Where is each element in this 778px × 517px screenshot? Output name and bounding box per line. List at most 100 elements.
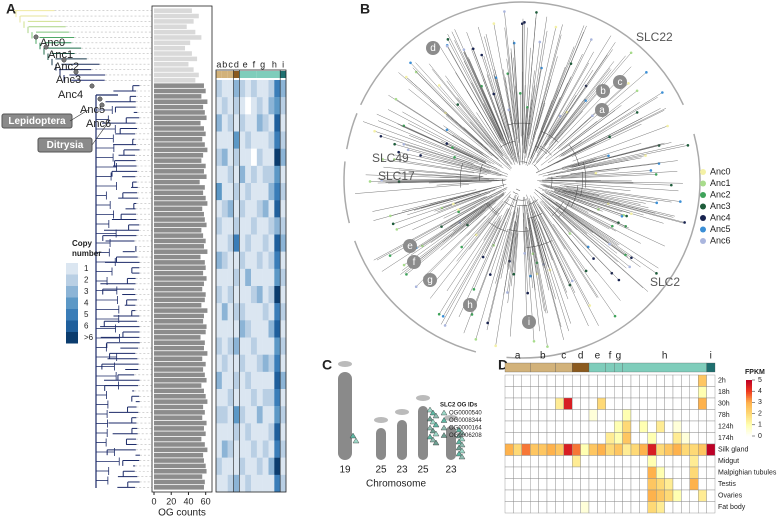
heatmap-cell [664, 443, 674, 456]
heatmap-cell [221, 200, 228, 218]
colorbar-step [746, 390, 752, 393]
heatmap-cell [605, 489, 615, 502]
heatmap-cell [274, 200, 281, 218]
colorbar-label: 3 [758, 399, 762, 406]
tree-branch [463, 49, 504, 139]
tree-branch [412, 67, 488, 145]
heatmap-cell [672, 443, 682, 456]
heatmap-cell [597, 478, 607, 491]
tip [584, 269, 588, 273]
tree-branch [483, 221, 496, 241]
tree-branch [529, 26, 557, 147]
heatmap-cell [504, 455, 514, 468]
tree-branch [571, 155, 646, 171]
heatmap-cell [245, 457, 252, 476]
heatmap-cell [280, 80, 287, 98]
tree-branch [569, 190, 675, 217]
bar [154, 372, 205, 378]
heatmap-cell [563, 374, 573, 387]
heatmap-cell [239, 97, 246, 115]
colorbar-swatch [66, 274, 78, 286]
heatmap-cell [216, 200, 223, 218]
tree-branch [372, 189, 477, 212]
heatmap-cell [563, 420, 573, 433]
tree-branch [544, 119, 561, 145]
tip [608, 242, 611, 246]
ancestor-node [61, 57, 67, 63]
heatmap-cell [614, 432, 623, 445]
gene-marker [455, 438, 463, 445]
ancestor-node [97, 96, 103, 102]
heatmap-cell [268, 131, 275, 149]
tree-branch [463, 61, 503, 141]
heatmap-cell [280, 286, 287, 304]
tree-branch [544, 204, 594, 259]
heatmap-cell [221, 371, 228, 390]
tree-branch [529, 53, 583, 165]
bar [154, 319, 204, 324]
tree-branch [508, 207, 519, 270]
heatmap-cell [239, 165, 246, 184]
heatmap-cell [262, 200, 269, 218]
tip [686, 144, 690, 147]
heatmap-cell [262, 251, 269, 270]
heatmap-cell [614, 478, 623, 491]
heatmap-cell [622, 478, 632, 491]
heatmap-cell [268, 148, 275, 167]
heatmap-cell [530, 409, 539, 422]
heatmap-cell [221, 148, 228, 167]
heatmap-cell [274, 389, 281, 407]
heatmap-cell [251, 251, 258, 270]
tree-branch [532, 203, 576, 293]
heatmap-cell [538, 397, 548, 410]
tree-branch [493, 23, 519, 159]
tip [474, 338, 478, 341]
tree-branch [559, 185, 672, 203]
highlight-label: d [430, 43, 436, 54]
heatmap-cell [605, 409, 615, 422]
heatmap-cell [274, 80, 281, 98]
tree-branch [532, 216, 556, 300]
heatmap-cell [630, 443, 640, 456]
tree-branch [441, 160, 473, 169]
heatmap-cell [656, 420, 665, 433]
tree-branch [541, 200, 620, 281]
tree-branch [575, 181, 672, 186]
heatmap-cell [639, 432, 649, 445]
heatmap-cell [280, 337, 287, 355]
gene-marker [458, 441, 466, 448]
tree-arc [517, 205, 528, 207]
tree-branch [377, 178, 490, 180]
heatmap-cell [504, 466, 514, 479]
bar [154, 163, 206, 169]
tip [506, 291, 509, 294]
tree-branch [446, 129, 483, 154]
heatmap-cell [563, 397, 573, 410]
colorbar-label: 1 [758, 422, 762, 429]
tree-branch [536, 35, 612, 156]
heatmap-cell [538, 432, 548, 445]
heatmap-cell [639, 478, 649, 491]
tree-branch [434, 194, 482, 212]
tree-branch [467, 194, 505, 226]
heatmap-cell [251, 97, 258, 115]
bar [154, 222, 207, 228]
row-label: Malpighian tubules [718, 470, 777, 477]
tree-branch [530, 63, 572, 159]
heatmap-cell [647, 386, 657, 399]
heatmap-cell [689, 397, 699, 410]
tip [445, 44, 449, 48]
tree-branch [493, 93, 508, 135]
tree-branch [504, 77, 520, 166]
bar [154, 115, 207, 121]
bar [154, 153, 204, 158]
heatmap-cell [216, 217, 223, 235]
heatmap-cell [239, 183, 246, 201]
row-label: Fat body [718, 504, 746, 511]
tree-branch [393, 191, 487, 225]
heatmap-cell [563, 466, 573, 479]
tree-branch [447, 39, 509, 155]
tip [380, 178, 383, 182]
heatmap-cell [251, 286, 258, 304]
tree-branch [469, 121, 496, 151]
